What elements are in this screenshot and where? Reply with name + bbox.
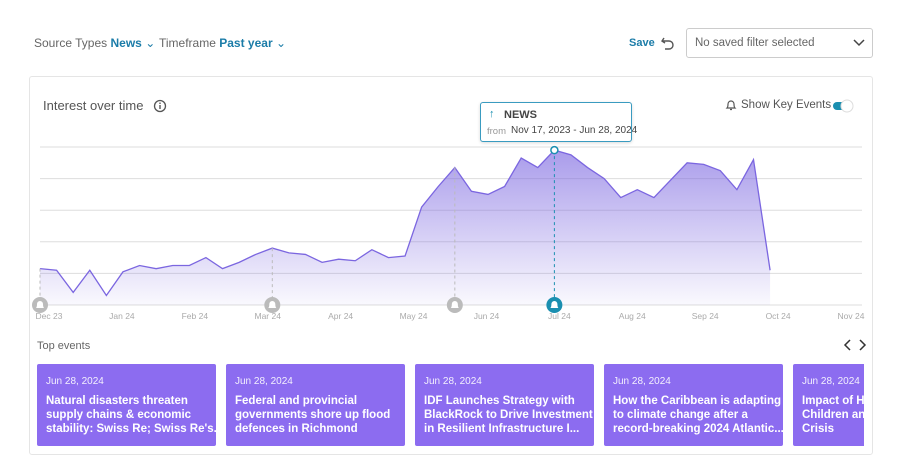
bell-glyph — [36, 301, 44, 308]
filter-source[interactable]: Source Types News ⌄ — [34, 36, 156, 50]
carousel-arrows[interactable] — [842, 338, 868, 352]
event-date: Jun 28, 2024 — [46, 376, 104, 387]
selected-point — [550, 145, 559, 155]
x-tick-label: Oct 24 — [766, 311, 791, 321]
event-title: How the Caribbean is adapting to climate … — [613, 394, 784, 436]
line — [39, 149, 771, 297]
tooltip-from: from — [487, 126, 506, 137]
event-date: Jun 28, 2024 — [802, 376, 860, 387]
event-title-line: Children and — [802, 409, 864, 421]
top-events-title: Top events — [37, 340, 91, 352]
x-tick-label: Jun 24 — [474, 311, 500, 321]
event-title-line: record-breaking 2024 Atlantic... — [613, 423, 784, 435]
event-title-line: in Resilient Infrastructure I... — [424, 423, 580, 435]
x-tick-label: Aug 24 — [619, 311, 646, 321]
area — [40, 150, 771, 305]
event-date: Jun 28, 2024 — [235, 376, 293, 387]
tooltip-series: NEWS — [504, 109, 537, 121]
x-tick-label: Jul 24 — [548, 311, 571, 321]
undo-icon[interactable] — [660, 35, 676, 51]
tooltip-range: Nov 17, 2023 - Jun 28, 2024 — [511, 125, 638, 136]
x-tick-label: Mar 24 — [254, 311, 281, 321]
event-card[interactable]: Jun 28, 2024 Federal and provincial govern… — [226, 364, 405, 446]
chevron — [853, 39, 865, 47]
event-title-line: supply chains & economic — [46, 409, 192, 421]
event-title: Natural disasters threaten supply chains … — [46, 394, 223, 436]
bell-glyph — [550, 301, 559, 308]
event-card[interactable]: Jun 28, 2024 Natural disasters threaten su… — [37, 364, 223, 446]
event-title-line: BlackRock to Drive Investment — [424, 409, 593, 421]
toggle[interactable] — [830, 98, 856, 114]
event-title-line: to climate change after a — [613, 409, 748, 421]
bell-glyph — [268, 301, 277, 308]
event-title-line: Natural disasters threaten — [46, 395, 188, 407]
event-title: Federal and provincial governments shore … — [235, 394, 390, 436]
events-strip: Jun 28, 2024 Natural disasters threaten su… — [37, 364, 864, 446]
event-title-line: IDF Launches Strategy with — [424, 395, 575, 407]
event-card[interactable]: Jun 28, 2024 How the Caribbean is adaptin… — [604, 364, 784, 446]
event-title-line: Impact of He — [802, 395, 864, 407]
event-title: IDF Launches Strategy with BlackRock to D… — [424, 394, 593, 436]
event-card[interactable]: Jun 28, 2024 Impact of He Children and Cris… — [793, 364, 864, 446]
event-title-line: Crisis — [802, 423, 834, 435]
event-title-line: Federal and provincial — [235, 395, 358, 407]
saved-filter-select[interactable]: No saved filter selected — [686, 28, 873, 58]
x-tick-label: Nov 24 — [838, 311, 865, 321]
event-title-line: governments shore up flood — [235, 409, 391, 421]
event-title-line: defences in Richmond — [235, 423, 358, 435]
tooltip-arrow: ↑ — [489, 108, 495, 120]
event-title: Impact of He Children and Crisis — [802, 394, 864, 436]
x-tick-label: May 24 — [400, 311, 428, 321]
select-text: No saved filter selected — [695, 37, 815, 49]
x-tick-label: Dec 23 — [36, 311, 63, 321]
x-tick-label: Jan 24 — [109, 311, 135, 321]
event-card[interactable]: Jun 28, 2024 IDF Launches Strategy with Bl… — [415, 364, 594, 446]
filter-value: News — [110, 36, 142, 50]
chart-title: Interest over time — [43, 98, 144, 113]
filter-label: Source Types — [34, 36, 108, 50]
bell-icon — [725, 100, 737, 111]
x-tick-label: Feb 24 — [182, 311, 209, 321]
info-icon[interactable] — [153, 99, 167, 113]
filter-label: Timeframe — [159, 36, 216, 50]
bell-glyph — [450, 301, 459, 308]
filter-value: Past year — [219, 36, 273, 50]
event-date: Jun 28, 2024 — [424, 376, 482, 387]
event-title-line: How the Caribbean is adapting — [613, 395, 782, 407]
tooltip: ↑ NEWS from Nov 17, 2023 - Jun 28, 2024 — [480, 102, 637, 142]
event-title-line: stability: Swiss Re; Swiss Re's... — [46, 423, 224, 435]
save-button[interactable]: Save — [629, 37, 655, 49]
x-tick-label: Sep 24 — [692, 311, 719, 321]
chart: Dec 23 Jan 24 Feb 24 Mar 24 Apr 24 May 24 Jun … — [32, 145, 865, 321]
chart-card — [29, 76, 873, 455]
x-tick-label: Apr 24 — [328, 311, 353, 321]
event-date: Jun 28, 2024 — [613, 376, 671, 387]
filter-timeframe[interactable]: Timeframe Past year ⌄ — [159, 36, 287, 50]
toggle-label: Show Key Events — [741, 99, 832, 111]
